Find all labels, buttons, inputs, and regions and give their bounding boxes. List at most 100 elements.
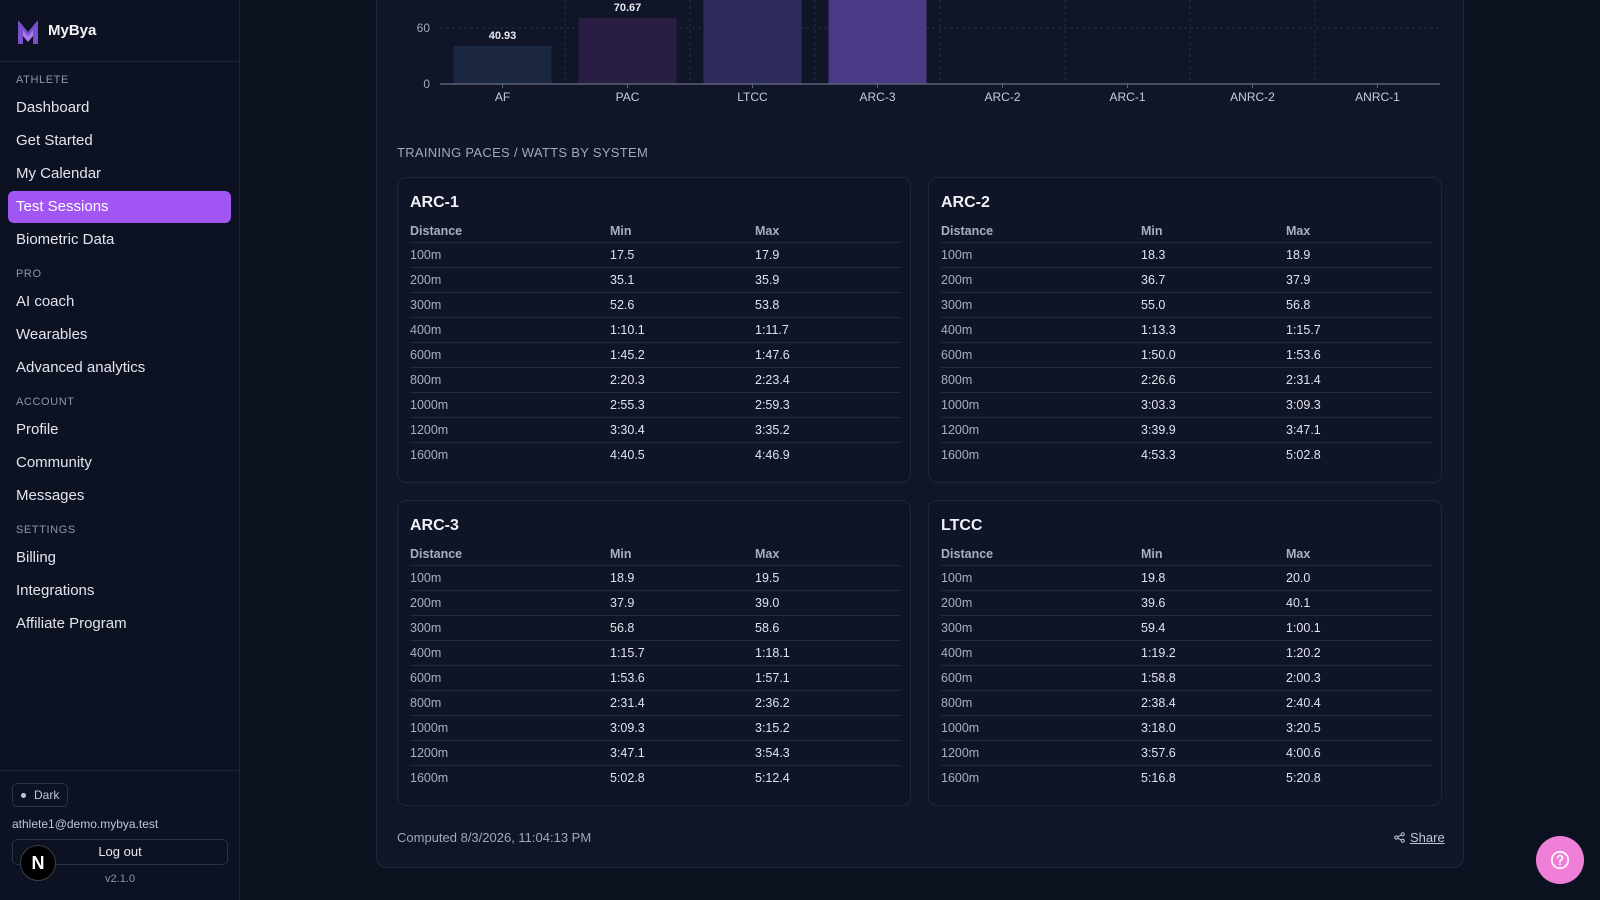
column-header-min: Min [610, 546, 632, 561]
max-cell: 3:35.2 [755, 416, 901, 442]
bar-af[interactable] [453, 45, 552, 84]
sidebar-item-biometric-data[interactable]: Biometric Data [16, 231, 115, 248]
table-row: 300m 56.8 58.6 [410, 614, 901, 640]
y-tick-label: 60 [417, 21, 431, 35]
min-cell: 1:15.7 [610, 639, 755, 665]
distance-cell: 400m [941, 316, 1141, 342]
table-row: 1600m 4:40.5 4:46.9 [410, 441, 901, 467]
sidebar-item-profile[interactable]: Profile [16, 421, 59, 438]
column-header-distance: Distance [941, 223, 994, 238]
column-header-distance: Distance [410, 546, 463, 561]
table-row: 1000m 2:55.3 2:59.3 [410, 391, 901, 417]
sidebar-item-ai-coach[interactable]: AI coach [16, 293, 75, 310]
max-cell: 1:11.7 [755, 316, 901, 342]
sidebar-item-my-calendar[interactable]: My Calendar [16, 165, 102, 182]
sidebar-item-dashboard[interactable]: Dashboard [16, 99, 90, 116]
table-row: 200m 35.1 35.9 [410, 266, 901, 292]
min-cell: 1:45.2 [610, 341, 755, 367]
theme-toggle[interactable]: Dark [12, 783, 69, 807]
distance-cell: 600m [410, 664, 610, 690]
distance-cell: 1200m [941, 416, 1141, 442]
system-bar-chart: 0 60 40.93 AF 70.67 PAC LTCC ARC-3 ARC-2 ARC-1 ANR… [417, 0, 1440, 104]
y-tick-label: 0 [423, 77, 430, 91]
table-row: 800m 2:31.4 2:36.2 [410, 689, 901, 715]
distance-cell: 600m [941, 664, 1141, 690]
min-cell: 19.8 [1141, 564, 1286, 590]
share-label: Share [1410, 830, 1445, 845]
sidebar-item-wearables[interactable]: Wearables [16, 326, 88, 343]
min-cell: 56.8 [610, 614, 755, 640]
max-cell: 1:53.6 [1286, 341, 1432, 367]
x-tick-label: ARC-3 [859, 90, 895, 104]
logout-button[interactable]: Log out [12, 839, 228, 865]
min-cell: 18.3 [1141, 241, 1286, 267]
distance-cell: 1200m [410, 416, 610, 442]
dev-badge-icon[interactable]: N [20, 845, 56, 881]
sidebar-item-get-started[interactable]: Get Started [16, 132, 93, 149]
sidebar-item-community[interactable]: Community [16, 454, 92, 471]
table-row: 1200m 3:30.4 3:35.2 [410, 416, 901, 442]
column-header-max: Max [755, 223, 780, 238]
max-cell: 1:18.1 [755, 639, 901, 665]
min-cell: 4:40.5 [610, 441, 755, 467]
distance-cell: 100m [941, 564, 1141, 590]
nav-section-account: ACCOUNT [16, 396, 75, 408]
distance-cell: 300m [941, 291, 1141, 317]
min-cell: 2:20.3 [610, 366, 755, 392]
distance-cell: 300m [410, 291, 610, 317]
theme-label: Dark [34, 788, 60, 802]
distance-cell: 600m [941, 341, 1141, 367]
x-tick-label: PAC [616, 90, 640, 104]
min-cell: 1:53.6 [610, 664, 755, 690]
x-tick-label: ARC-2 [984, 90, 1020, 104]
max-cell: 1:20.2 [1286, 639, 1432, 665]
table-row: 1200m 3:57.6 4:00.6 [941, 739, 1432, 765]
distance-cell: 800m [410, 689, 610, 715]
max-cell: 3:15.2 [755, 714, 901, 740]
max-cell: 2:31.4 [1286, 366, 1432, 392]
sidebar-item-integrations[interactable]: Integrations [16, 582, 95, 599]
bar-arc-3[interactable] [828, 0, 927, 84]
min-cell: 17.5 [610, 241, 755, 267]
table-row: 600m 1:45.2 1:47.6 [410, 341, 901, 367]
distance-cell: 400m [410, 316, 610, 342]
sidebar-item-affiliate-program[interactable]: Affiliate Program [16, 615, 127, 632]
app-version: v2.1.0 [105, 873, 135, 885]
min-cell: 2:38.4 [1141, 689, 1286, 715]
column-header-min: Min [1141, 223, 1163, 238]
table-row: 300m 52.6 53.8 [410, 291, 901, 317]
table-row: 400m 1:10.1 1:11.7 [410, 316, 901, 342]
max-cell: 58.6 [755, 614, 901, 640]
min-cell: 1:50.0 [1141, 341, 1286, 367]
distance-cell: 200m [410, 589, 610, 615]
max-cell: 40.1 [1286, 589, 1432, 615]
min-cell: 59.4 [1141, 614, 1286, 640]
table-row: 200m 36.7 37.9 [941, 266, 1432, 292]
pace-card-arc-2: ARC-2 Distance Min Max 100m 18.3 18.9 200m 36.7 3… [928, 177, 1442, 483]
brand[interactable]: MyBya [0, 0, 239, 62]
min-cell: 2:31.4 [610, 689, 755, 715]
sidebar-item-billing[interactable]: Billing [16, 549, 57, 566]
bar-pac[interactable] [578, 18, 677, 84]
sidebar-item-advanced-analytics[interactable]: Advanced analytics [16, 359, 146, 376]
column-header-distance: Distance [410, 223, 463, 238]
max-cell: 5:02.8 [1286, 441, 1432, 467]
table-row: 800m 2:20.3 2:23.4 [410, 366, 901, 392]
sidebar-item-messages[interactable]: Messages [16, 487, 85, 504]
sidebar-footer: Dark athlete1@demo.mybya.test Log out v2… [0, 770, 240, 900]
max-cell: 1:00.1 [1286, 614, 1432, 640]
min-cell: 39.6 [1141, 589, 1286, 615]
distance-cell: 200m [941, 266, 1141, 292]
x-tick-label: ARC-1 [1109, 90, 1145, 104]
bar-ltcc[interactable] [703, 0, 802, 84]
pace-card-ltcc: LTCC Distance Min Max 100m 19.8 20.0 200m 39.6 40… [928, 500, 1442, 806]
sidebar-item-test-sessions[interactable]: Test Sessions [8, 191, 231, 223]
min-cell: 3:30.4 [610, 416, 755, 442]
table-row: 1000m 3:09.3 3:15.2 [410, 714, 901, 740]
help-circle-icon [1551, 851, 1569, 869]
table-row: 600m 1:53.6 1:57.1 [410, 664, 901, 690]
help-button[interactable] [1536, 836, 1584, 884]
distance-cell: 1600m [410, 764, 610, 790]
share-link[interactable]: Share [1394, 830, 1445, 845]
min-cell: 37.9 [610, 589, 755, 615]
